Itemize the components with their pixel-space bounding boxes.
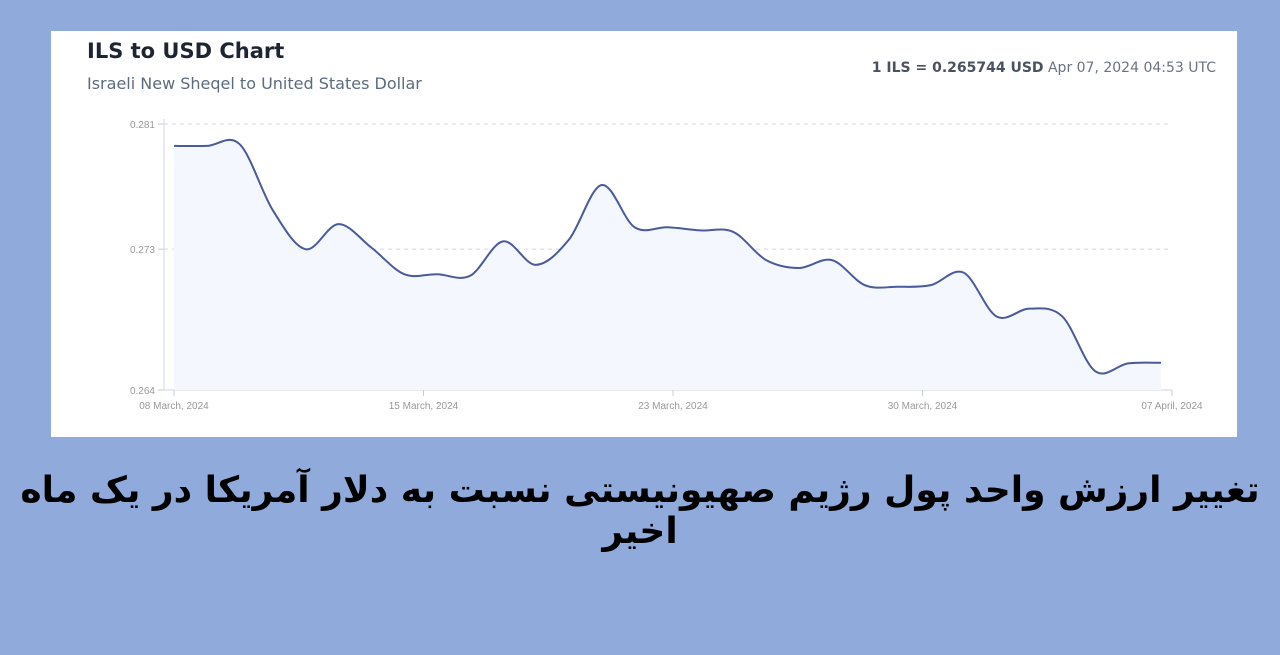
caption: تغییر ارزش واحد پول رژیم صهیونیستی نسبت … xyxy=(20,470,1260,552)
area-fill xyxy=(174,139,1161,390)
chart-card: ILS to USD Chart Israeli New Sheqel to U… xyxy=(51,31,1237,437)
y-tick-label: 0.281 xyxy=(130,120,155,131)
chart-subtitle: Israeli New Sheqel to United States Doll… xyxy=(87,74,422,93)
x-tick-label: 07 April, 2024 xyxy=(1141,401,1203,412)
rate-value: 0.265744 USD xyxy=(932,60,1044,76)
rate-label: 1 ILS = xyxy=(871,60,933,76)
chart-title: ILS to USD Chart xyxy=(87,39,285,63)
series-line xyxy=(173,139,1162,375)
x-tick-label: 23 March, 2024 xyxy=(638,401,708,412)
x-tick-label: 08 March, 2024 xyxy=(139,401,209,412)
y-tick-label: 0.273 xyxy=(130,245,155,256)
x-tick-label: 30 March, 2024 xyxy=(888,401,958,412)
line-chart: 0.264 0.273 0.281 08 March, 2024 15 March, 2… xyxy=(130,119,1203,412)
y-tick-label: 0.264 xyxy=(130,386,155,397)
x-tick-label: 15 March, 2024 xyxy=(389,401,459,412)
rate-timestamp: Apr 07, 2024 04:53 UTC xyxy=(1047,60,1216,76)
current-rate: 1 ILS = 0.265744 USD Apr 07, 2024 04:53 … xyxy=(872,60,1216,76)
